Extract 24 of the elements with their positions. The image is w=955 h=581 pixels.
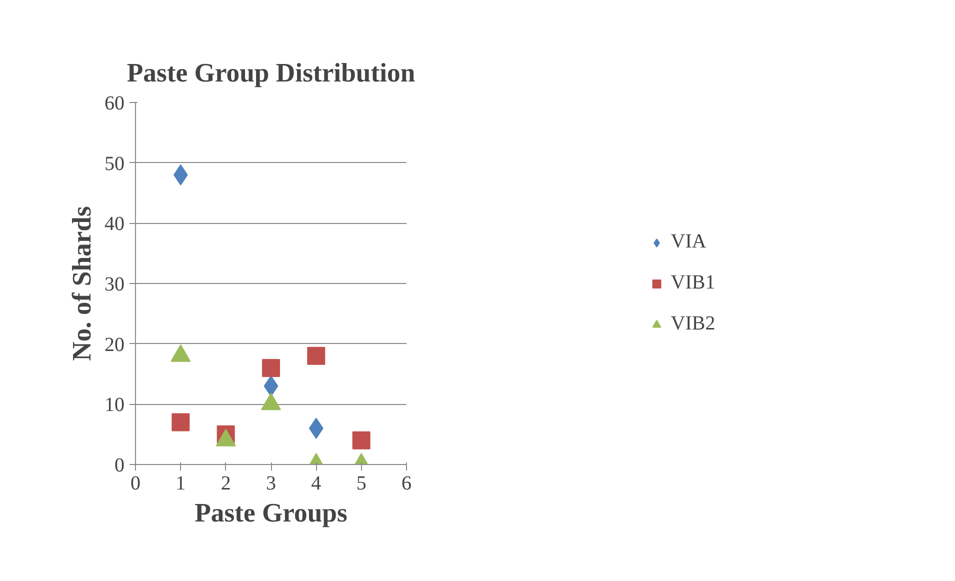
point bbox=[262, 358, 280, 377]
chart-title: Paste Group Distribution bbox=[126, 58, 416, 88]
y-tick-label: 60 bbox=[104, 92, 124, 114]
point bbox=[352, 431, 370, 450]
y-axis-title: No. of Shards bbox=[66, 206, 96, 361]
x-tick-label: 4 bbox=[311, 472, 322, 494]
point bbox=[307, 346, 326, 365]
x-tick-label: 0 bbox=[130, 472, 140, 494]
y-tick-label: 10 bbox=[104, 394, 124, 416]
y-tick-label: 0 bbox=[114, 454, 124, 476]
x-tick-label: 2 bbox=[220, 472, 231, 494]
x-tick-label: 1 bbox=[176, 472, 186, 494]
y-tick-label: 40 bbox=[104, 213, 124, 236]
x-axis-title: Paste Groups bbox=[194, 498, 348, 528]
legend-label: VIB2 bbox=[670, 312, 716, 336]
y-tick-label: 20 bbox=[104, 334, 124, 356]
y-tick-label: 30 bbox=[104, 274, 124, 296]
legend-label: VIB1 bbox=[670, 272, 716, 294]
x-tick-label: 6 bbox=[402, 472, 412, 494]
x-tick-label: 3 bbox=[266, 472, 276, 494]
legend-label: VIA bbox=[670, 230, 706, 254]
x-tick-label: 5 bbox=[356, 472, 366, 494]
point bbox=[172, 413, 190, 432]
y-tick-label: 50 bbox=[104, 152, 124, 175]
